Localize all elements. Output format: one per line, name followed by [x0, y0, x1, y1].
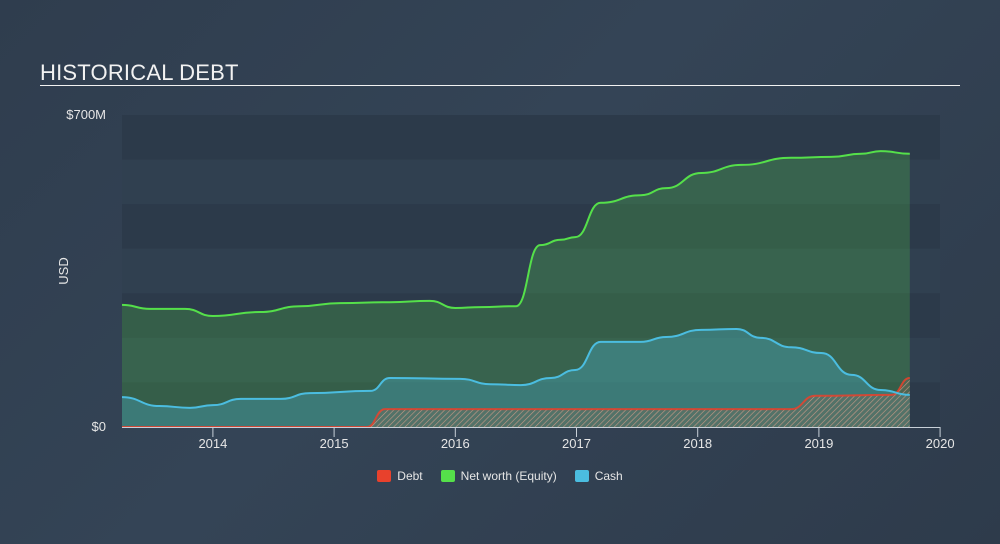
x-tick-label: 2014 — [198, 436, 227, 451]
y-tick-label: $0 — [92, 419, 106, 434]
legend-label: Cash — [594, 469, 623, 483]
grid-band — [122, 159, 940, 205]
chart-title: HISTORICAL DEBT — [40, 60, 239, 85]
x-tick-label: 2017 — [562, 436, 591, 451]
legend-label: Net worth (Equity) — [460, 469, 557, 483]
debt-area — [122, 377, 910, 427]
debt-swatch — [377, 470, 392, 482]
x-tick-label: 2016 — [441, 436, 470, 451]
equity-swatch — [440, 470, 455, 482]
legend-item-cash[interactable]: Cash — [574, 469, 623, 483]
equity-area — [122, 151, 910, 428]
legend-item-debt[interactable]: Debt — [377, 469, 423, 483]
x-tick-label: 2015 — [320, 436, 349, 451]
grid-band — [122, 204, 940, 249]
cash-swatch — [574, 470, 589, 482]
grid-band — [122, 293, 940, 338]
x-tick-label: 2020 — [926, 436, 955, 451]
grid-band — [122, 248, 940, 294]
legend: Debt Net worth (Equity) Cash — [0, 469, 1000, 483]
y-tick-label: $700M — [66, 107, 106, 122]
grid-band — [122, 337, 940, 383]
equity-line — [121, 150, 910, 318]
y-axis-label: USD — [56, 257, 71, 284]
cash-line — [121, 327, 910, 409]
legend-item-equity[interactable]: Net worth (Equity) — [440, 469, 557, 483]
grid-band — [122, 115, 940, 160]
cash-area — [122, 328, 910, 427]
x-tick-label: 2018 — [683, 436, 712, 451]
x-tick-label: 2019 — [804, 436, 833, 451]
title-divider — [40, 85, 960, 86]
legend-label: Debt — [397, 469, 423, 483]
